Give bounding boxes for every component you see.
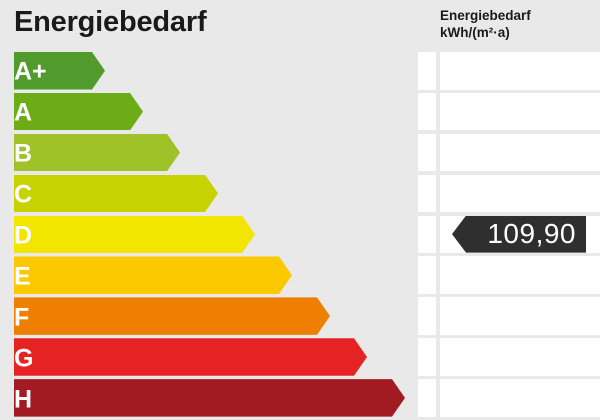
band-row: B bbox=[0, 133, 600, 175]
band-label: H bbox=[14, 385, 33, 414]
band-row: A+ bbox=[0, 52, 600, 93]
band-cell-value bbox=[440, 174, 600, 213]
band-bar-c bbox=[14, 175, 218, 213]
band-label: A bbox=[14, 98, 33, 127]
unit-header: Energiebedarf kWh/(m²·a) bbox=[440, 7, 590, 41]
value-marker-text: 109,90 bbox=[487, 218, 576, 250]
band-bar-f bbox=[14, 297, 330, 335]
value-marker: 109,90 bbox=[452, 215, 586, 253]
page-title: Energiebedarf bbox=[14, 6, 207, 38]
band-label: C bbox=[14, 180, 33, 209]
unit-header-line-1: Energiebedarf bbox=[440, 8, 531, 23]
band-label: B bbox=[14, 139, 33, 168]
band-row: G bbox=[0, 338, 600, 379]
band-cell-value bbox=[440, 52, 600, 90]
band-cell-narrow bbox=[418, 256, 436, 294]
band-cell-narrow bbox=[418, 133, 436, 172]
band-label: E bbox=[14, 262, 31, 291]
band-cell-value bbox=[440, 92, 600, 131]
band-cell-value bbox=[440, 133, 600, 172]
band-bar-b bbox=[14, 134, 180, 172]
band-row: A bbox=[0, 92, 600, 134]
band-label: A+ bbox=[14, 57, 47, 86]
band-row: E bbox=[0, 256, 600, 297]
unit-header-line-2: kWh/(m²·a) bbox=[440, 25, 510, 40]
band-bar-g bbox=[14, 338, 367, 376]
band-cell-narrow bbox=[418, 338, 436, 376]
band-bar-aplus bbox=[14, 52, 105, 90]
band-cell-value bbox=[440, 297, 600, 335]
band-row: C bbox=[0, 174, 600, 216]
band-cell-narrow bbox=[418, 215, 436, 254]
band-label: D bbox=[14, 221, 33, 250]
widget-header: Energiebedarf Energiebedarf kWh/(m²·a) bbox=[0, 0, 600, 52]
band-cell-value bbox=[440, 379, 600, 417]
band-cell-narrow bbox=[418, 297, 436, 335]
band-cell-narrow bbox=[418, 174, 436, 213]
band-bar-e bbox=[14, 256, 292, 294]
band-label: G bbox=[14, 344, 34, 373]
band-row: H bbox=[0, 379, 600, 420]
band-cell-narrow bbox=[418, 52, 436, 90]
band-bar-a bbox=[14, 93, 143, 131]
band-cell-value bbox=[440, 338, 600, 376]
band-bar-d bbox=[14, 216, 255, 254]
band-cell-narrow bbox=[418, 379, 436, 417]
band-row: F bbox=[0, 297, 600, 338]
band-rows: A+ A B C D 109,90 E F G H bbox=[0, 52, 600, 420]
band-cell-value bbox=[440, 256, 600, 294]
band-label: F bbox=[14, 303, 30, 332]
band-cell-narrow bbox=[418, 92, 436, 131]
band-row: D 109,90 bbox=[0, 215, 600, 257]
band-bar-h bbox=[14, 379, 405, 417]
